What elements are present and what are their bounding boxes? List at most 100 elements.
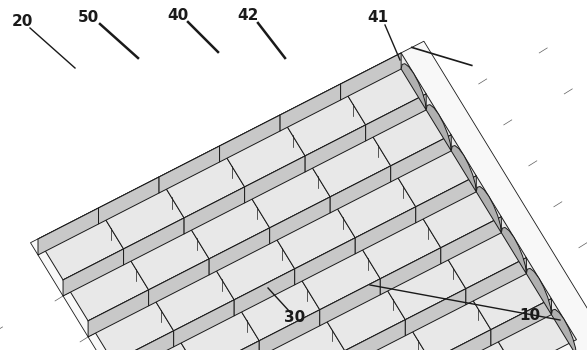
Polygon shape	[305, 125, 391, 197]
Polygon shape	[269, 213, 330, 244]
Polygon shape	[491, 299, 576, 350]
Polygon shape	[234, 269, 320, 341]
Polygon shape	[320, 295, 380, 326]
Polygon shape	[209, 244, 269, 275]
Polygon shape	[269, 197, 330, 244]
Polygon shape	[340, 53, 401, 100]
Polygon shape	[345, 320, 406, 350]
Text: 50: 50	[77, 10, 99, 26]
Polygon shape	[31, 41, 587, 350]
Polygon shape	[345, 336, 406, 350]
Polygon shape	[330, 166, 391, 213]
Polygon shape	[113, 347, 174, 350]
Polygon shape	[406, 289, 491, 350]
Polygon shape	[501, 228, 527, 274]
Polygon shape	[245, 156, 305, 203]
Polygon shape	[124, 218, 209, 290]
Polygon shape	[184, 187, 245, 234]
Polygon shape	[174, 316, 234, 347]
Polygon shape	[426, 105, 451, 151]
Polygon shape	[113, 331, 174, 350]
Polygon shape	[391, 135, 476, 207]
Polygon shape	[174, 300, 259, 350]
Polygon shape	[466, 274, 527, 305]
Polygon shape	[280, 84, 366, 156]
Polygon shape	[234, 269, 295, 316]
Polygon shape	[441, 233, 501, 264]
Polygon shape	[491, 315, 551, 346]
Polygon shape	[63, 249, 124, 296]
Polygon shape	[245, 172, 305, 203]
Text: 41: 41	[367, 10, 389, 26]
Polygon shape	[259, 326, 320, 350]
Polygon shape	[159, 146, 245, 218]
Polygon shape	[174, 300, 234, 347]
Polygon shape	[259, 310, 320, 350]
Polygon shape	[295, 238, 355, 285]
Polygon shape	[234, 285, 295, 316]
Polygon shape	[441, 217, 501, 264]
Polygon shape	[330, 166, 416, 238]
Polygon shape	[340, 53, 426, 125]
Polygon shape	[220, 115, 305, 187]
Polygon shape	[99, 177, 184, 249]
Polygon shape	[476, 187, 501, 233]
Polygon shape	[280, 84, 340, 131]
Polygon shape	[330, 182, 391, 213]
Polygon shape	[259, 310, 345, 350]
Polygon shape	[295, 254, 355, 285]
Polygon shape	[380, 248, 441, 295]
Polygon shape	[159, 146, 220, 193]
Polygon shape	[149, 275, 209, 306]
Polygon shape	[88, 290, 174, 350]
Text: 42: 42	[237, 7, 259, 22]
Polygon shape	[366, 94, 451, 166]
Polygon shape	[551, 309, 576, 350]
Polygon shape	[199, 341, 284, 350]
Polygon shape	[88, 306, 149, 337]
Polygon shape	[451, 146, 476, 192]
Polygon shape	[63, 265, 124, 296]
Polygon shape	[345, 320, 430, 350]
Polygon shape	[380, 248, 466, 320]
Polygon shape	[430, 330, 516, 350]
Polygon shape	[355, 223, 416, 254]
Polygon shape	[416, 192, 476, 223]
Polygon shape	[305, 141, 366, 172]
Polygon shape	[416, 176, 476, 223]
Polygon shape	[491, 299, 551, 346]
Polygon shape	[63, 249, 149, 321]
Polygon shape	[88, 290, 149, 337]
Polygon shape	[406, 305, 466, 336]
Polygon shape	[184, 187, 269, 259]
Polygon shape	[366, 94, 426, 141]
Polygon shape	[209, 228, 269, 275]
Polygon shape	[406, 289, 466, 336]
Polygon shape	[113, 331, 199, 350]
Polygon shape	[220, 115, 280, 162]
Polygon shape	[245, 156, 330, 228]
Polygon shape	[391, 151, 451, 182]
Polygon shape	[320, 279, 406, 350]
Polygon shape	[269, 197, 355, 269]
Text: 40: 40	[167, 7, 188, 22]
Polygon shape	[295, 238, 380, 310]
Polygon shape	[430, 346, 491, 350]
Polygon shape	[416, 176, 501, 248]
Text: 20: 20	[11, 14, 33, 29]
Polygon shape	[430, 330, 491, 350]
Polygon shape	[38, 208, 99, 255]
Polygon shape	[149, 259, 209, 306]
Polygon shape	[391, 135, 451, 182]
Polygon shape	[124, 218, 184, 265]
Polygon shape	[527, 268, 551, 315]
Polygon shape	[184, 203, 245, 234]
Polygon shape	[466, 258, 527, 305]
Polygon shape	[149, 259, 234, 331]
Polygon shape	[466, 258, 551, 330]
Polygon shape	[355, 207, 416, 254]
Polygon shape	[401, 64, 426, 110]
Polygon shape	[209, 228, 295, 300]
Polygon shape	[199, 341, 259, 350]
Polygon shape	[320, 279, 380, 326]
